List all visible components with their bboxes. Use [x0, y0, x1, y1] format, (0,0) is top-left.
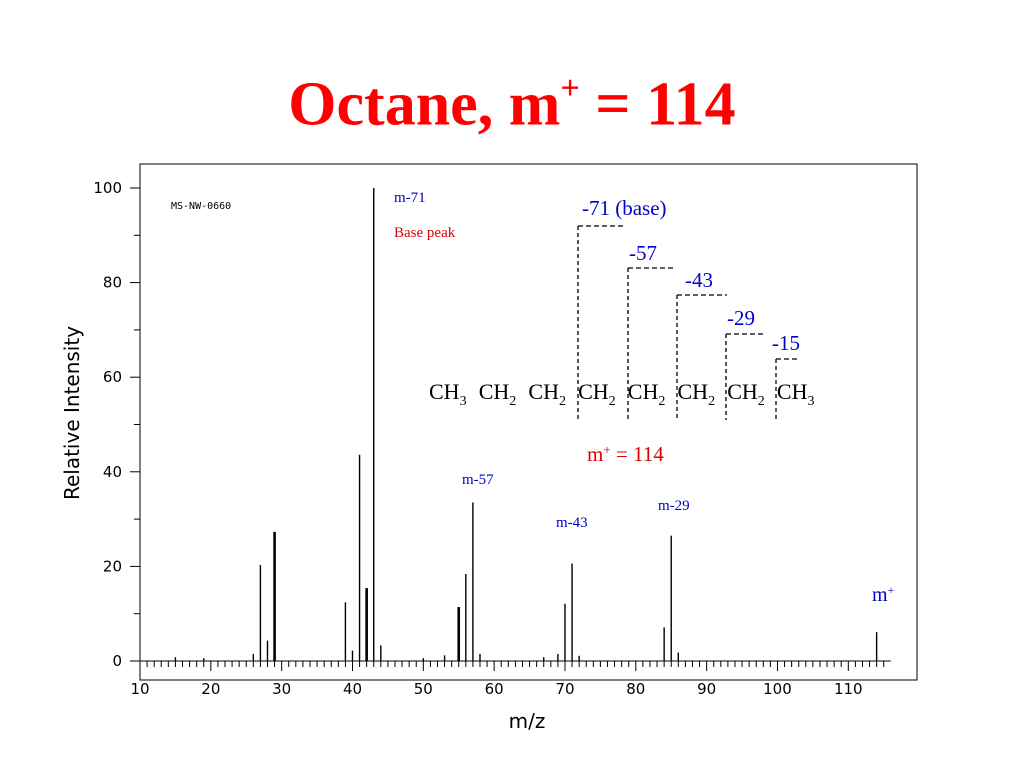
octane-structure: CH3 CH2 CH2 CH2 CH2 CH2 CH2 CH3 -71 (base) -57 -43…: [429, 196, 814, 466]
title-sup: +: [560, 70, 580, 107]
cleavage-label: -43: [685, 268, 713, 292]
x-tick-label: 50: [414, 680, 433, 698]
y-tick-label: 80: [103, 274, 122, 292]
plot-frame: [139, 163, 918, 681]
molecular-ion-sup: +: [603, 442, 610, 457]
x-tick-label: 70: [555, 680, 574, 698]
structure-group: CH2: [578, 379, 616, 409]
label-m-71: m-71: [394, 190, 426, 206]
label-m-57: m-57: [462, 472, 494, 488]
x-tick-label: 90: [697, 680, 716, 698]
cleavage-label: -57: [629, 241, 657, 265]
structure-subscript: 2: [658, 394, 665, 409]
cleavage-label: -15: [772, 331, 800, 355]
peak-labels: m-71 Base peak m-57 m-43 m-29 m+: [394, 190, 895, 606]
structure-group: CH3: [777, 379, 815, 409]
structure-subscript: 2: [559, 394, 566, 409]
cleavage-label: -29: [727, 306, 755, 330]
x-tick-label: 110: [834, 680, 863, 698]
structure-group: CH2: [479, 379, 517, 409]
structure-subscript: 3: [460, 394, 467, 409]
structure-group: CH2: [678, 379, 716, 409]
x-axis-title: m/z: [509, 709, 546, 733]
title-tail: = 114: [579, 70, 736, 139]
x-tick-label: 40: [343, 680, 362, 698]
label-base-peak: Base peak: [394, 225, 456, 241]
x-tick-label: 60: [485, 680, 504, 698]
molecular-ion-label: m+ = 114: [587, 442, 664, 466]
label-molecular-ion: m+: [872, 583, 895, 606]
spectrum-code: MS-NW-0660: [171, 201, 231, 212]
structure-subscript: 2: [509, 394, 516, 409]
structure-subscript: 3: [807, 394, 814, 409]
peaks: [174, 188, 878, 661]
slide-title: Octane, m+ = 114: [0, 70, 1024, 139]
y-tick-label: 20: [103, 557, 122, 575]
structure-group: CH3: [429, 379, 467, 409]
cleavage-label: -71 (base): [582, 196, 667, 220]
x-tick-label: 20: [201, 680, 220, 698]
y-axis-title: Relative Intensity: [60, 326, 84, 500]
y-tick-label: 0: [112, 652, 122, 670]
structure-group: CH2: [727, 379, 765, 409]
label-sup: +: [888, 583, 895, 597]
structure-group: CH2: [528, 379, 566, 409]
x-tick-label: 30: [272, 680, 291, 698]
y-tick-label: 40: [103, 463, 122, 481]
label-m-43: m-43: [556, 515, 588, 531]
structure-group: CH2: [628, 379, 666, 409]
structure-subscript: 2: [758, 394, 765, 409]
structure-subscript: 2: [609, 394, 616, 409]
y-tick-label: 100: [93, 179, 122, 197]
molecular-ion-tail: = 114: [611, 442, 665, 466]
label-m-29: m-29: [658, 498, 690, 514]
x-tick-label: 10: [130, 680, 149, 698]
title-main: Octane, m: [288, 70, 561, 139]
x-tick-label: 80: [626, 680, 645, 698]
structure-subscript: 2: [708, 394, 715, 409]
x-tick-label: 100: [763, 680, 792, 698]
axes: 10 20 30 40 50 60 70 80 90 100 110 0 20 40 60 80 100: [93, 179, 891, 698]
y-tick-label: 60: [103, 368, 122, 386]
